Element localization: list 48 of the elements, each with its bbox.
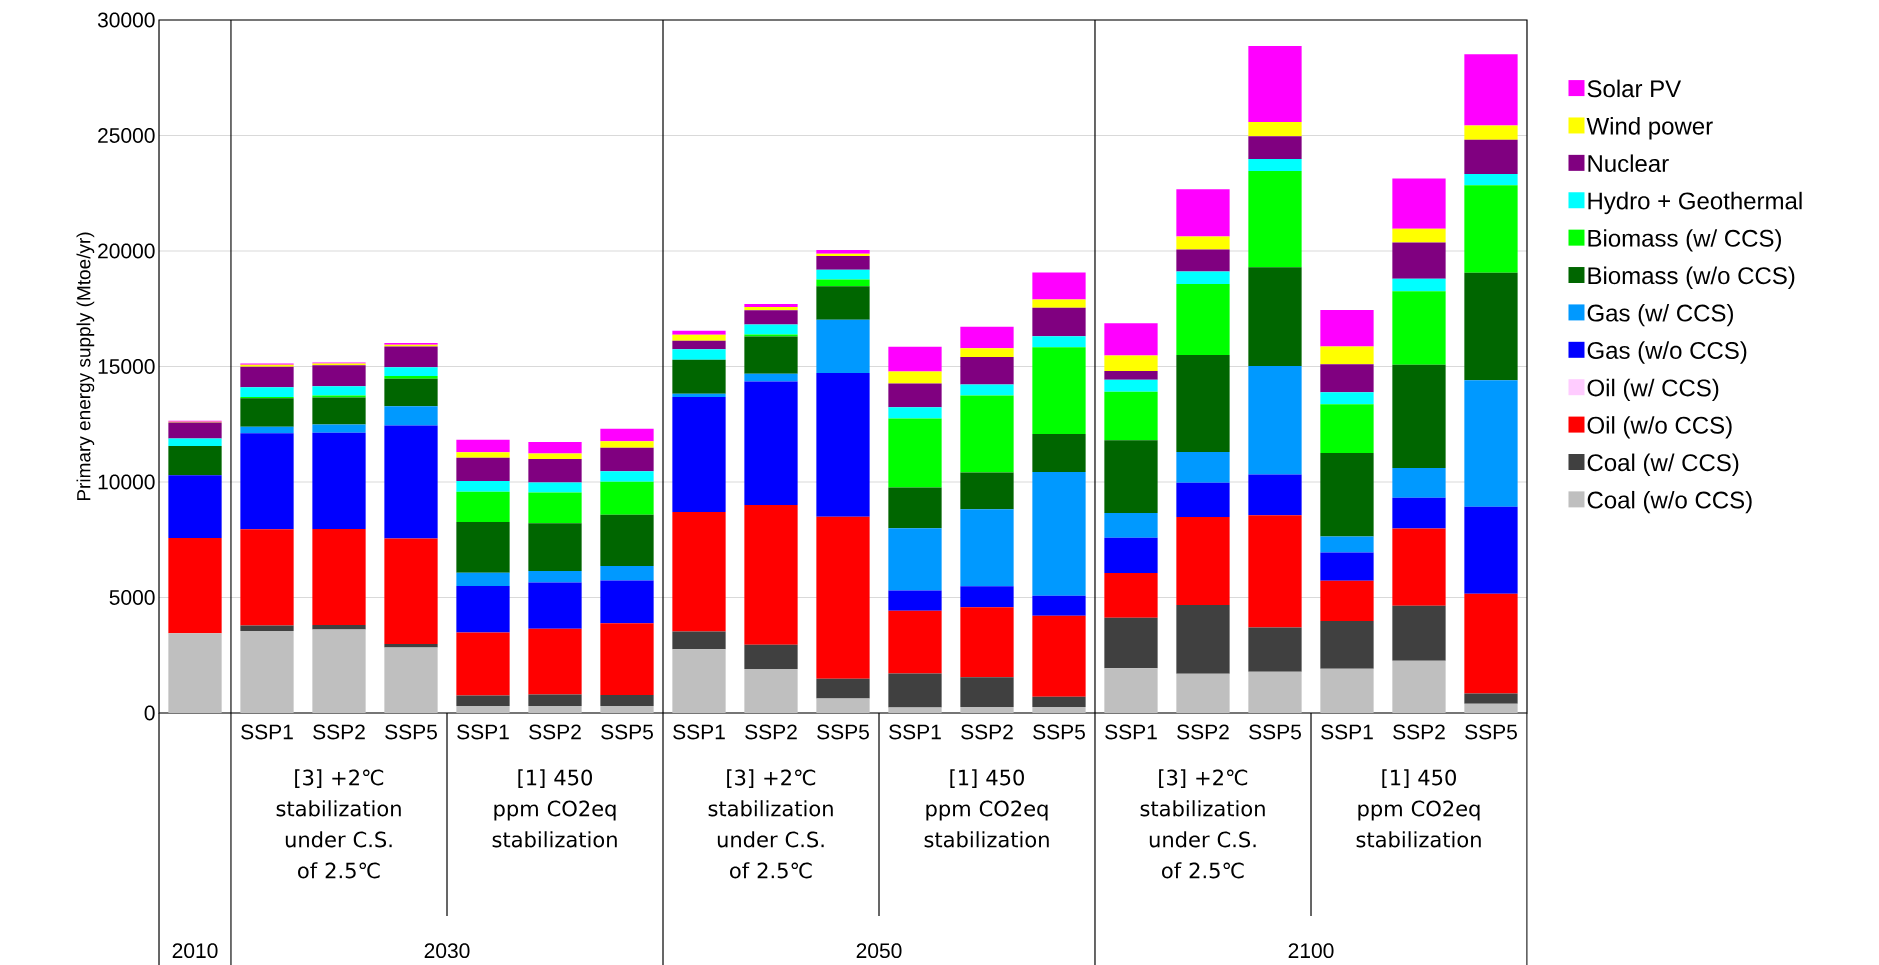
x-tick-label: SSP1: [673, 724, 725, 740]
x-tick-label: SSP1: [1105, 724, 1157, 740]
x-tick-label: SSP2: [961, 724, 1013, 740]
legend-label: Coal (w/o CCS): [1587, 490, 1752, 514]
legend-label: Oil (w/ CCS): [1587, 378, 1719, 402]
legend-label: Nuclear: [1588, 154, 1669, 173]
legend-label: Biomass (w/o CCS): [1588, 266, 1795, 289]
y-tick-label: 10000: [98, 474, 155, 490]
x-tick-label: SSP5: [385, 724, 437, 740]
legend-label: Gas (w/ CCS): [1587, 303, 1733, 327]
legend-label: Coal (w/ CCS): [1587, 453, 1739, 476]
text: 2030: [424, 943, 470, 959]
text: [1] 450 ppm CO2eq stabilization: [924, 769, 1049, 848]
text: 2010: [172, 943, 218, 959]
y-tick-label: 15000: [98, 359, 155, 374]
y-tick-label: 5000: [109, 590, 155, 605]
y-tick-label: 0: [144, 705, 155, 721]
x-tick-label: SSP2: [1177, 724, 1229, 740]
text: 2050: [856, 943, 902, 959]
text: [3] +2℃ stabilization under C.S. of 2.5℃: [276, 769, 401, 879]
x-tick-label: SSP2: [1393, 724, 1445, 740]
x-tick-label: SSP2: [313, 724, 365, 740]
x-tick-label: SSP1: [1321, 724, 1373, 740]
x-tick-label: SSP1: [889, 724, 941, 740]
y-tick-label: 30000: [97, 12, 155, 28]
text: 2100: [1288, 943, 1334, 959]
x-tick-label: SSP5: [601, 724, 653, 740]
text: [3] +2℃ stabilization under C.S. of 2.5℃: [708, 769, 833, 879]
y-tick-label: 20000: [98, 243, 155, 259]
legend-label: Wind power: [1586, 117, 1713, 140]
y-tick-label: 25000: [98, 128, 155, 143]
x-tick-label: SSP1: [457, 724, 509, 740]
x-tick-label: SSP2: [529, 724, 581, 740]
legend-label: Gas (w/o CCS): [1587, 341, 1747, 364]
x-tick-label: SSP5: [817, 724, 869, 740]
text: [3] +2℃ stabilization under C.S. of 2.5℃: [1140, 769, 1265, 879]
x-tick-label: SSP5: [1033, 724, 1085, 740]
text: [1] 450 ppm CO2eq stabilization: [492, 769, 617, 848]
legend-label: Solar PV: [1587, 79, 1682, 98]
legend-label: Oil (w/o CCS): [1587, 416, 1732, 439]
x-tick-label: SSP5: [1465, 724, 1517, 740]
legend-label: Biomass (w/ CCS): [1588, 229, 1781, 252]
legend-label: Hydro + Geothermal: [1588, 191, 1802, 215]
y-axis-title: Primary energy supply (Mtoe/yr): [76, 232, 95, 501]
text: [1] 450 ppm CO2eq stabilization: [1356, 769, 1481, 848]
x-tick-label: SSP1: [241, 724, 293, 740]
x-tick-label: SSP2: [745, 724, 797, 740]
x-tick-label: SSP5: [1249, 724, 1301, 740]
